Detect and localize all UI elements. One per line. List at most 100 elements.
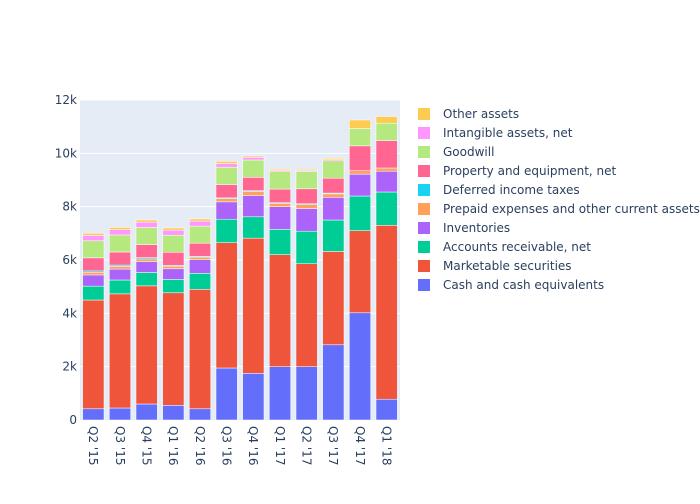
legend-label: Goodwill xyxy=(443,145,494,159)
bar-segment xyxy=(82,240,105,259)
bar-segment xyxy=(162,265,185,270)
bar-segment xyxy=(162,292,185,406)
bar-segment xyxy=(295,263,318,367)
bar-segment xyxy=(375,140,398,169)
bar-segment xyxy=(215,184,238,199)
bar-segment xyxy=(375,191,398,226)
bar-segment xyxy=(349,145,371,171)
bar-segment xyxy=(242,159,265,178)
bar-segment xyxy=(215,161,238,164)
bar-segment xyxy=(162,252,185,266)
legend-swatch xyxy=(418,108,430,120)
bar-segment xyxy=(215,367,238,421)
bar-segment xyxy=(295,366,318,421)
bar-segment xyxy=(322,251,345,346)
x-tick-label: Q2 '17 xyxy=(299,426,313,465)
x-tick-label: Q3 '15 xyxy=(113,426,127,465)
bar-segment xyxy=(215,242,238,369)
y-tick-label: 2k xyxy=(62,360,77,374)
bar-segment xyxy=(189,218,211,222)
bar-segment xyxy=(135,261,158,273)
bar-segment xyxy=(295,230,318,264)
legend-swatch xyxy=(418,127,430,139)
bar-segment xyxy=(269,171,291,190)
bar-segment xyxy=(269,188,291,203)
bar-segment xyxy=(349,173,371,197)
bar-segment xyxy=(82,272,105,276)
bar-segment xyxy=(322,160,345,179)
bar-segment xyxy=(242,237,265,374)
bar-segment xyxy=(269,254,291,367)
bar-segment xyxy=(135,272,158,287)
bar-segment xyxy=(269,366,291,421)
bar-segment xyxy=(189,259,211,274)
bar-segment xyxy=(109,251,131,266)
bar-segment xyxy=(242,373,265,421)
bar-segment xyxy=(269,229,291,255)
bar-segment xyxy=(242,177,265,191)
bar-segment xyxy=(349,170,371,175)
bar-segment xyxy=(109,407,131,421)
x-tick-label: Q4 '15 xyxy=(139,426,153,465)
legend-label: Accounts receivable, net xyxy=(443,240,591,254)
y-tick-label: 8k xyxy=(62,200,77,214)
bar-segment xyxy=(322,177,345,194)
bar-segment xyxy=(242,155,265,158)
bar-segment xyxy=(82,285,105,301)
bar-segment xyxy=(189,242,211,257)
bar-segment xyxy=(189,289,211,410)
bar-segment xyxy=(162,279,185,294)
legend-swatch xyxy=(418,260,430,272)
bar-segment xyxy=(375,170,398,193)
bar-segment xyxy=(109,279,131,295)
bar-segment xyxy=(82,257,105,272)
y-tick-label: 0 xyxy=(69,413,77,427)
legend-label: Inventories xyxy=(443,221,510,235)
bar-segment xyxy=(295,204,318,209)
legend-swatch xyxy=(418,184,430,196)
bar-segment xyxy=(375,398,398,421)
bar-segment xyxy=(109,227,131,230)
bar-segment xyxy=(82,235,105,242)
bar-segment xyxy=(375,122,398,141)
bar-segment xyxy=(109,293,131,409)
legend-swatch xyxy=(418,279,430,291)
bar-segment xyxy=(189,408,211,421)
bar-segment xyxy=(109,229,131,236)
bar-segment xyxy=(242,191,265,196)
bar-segment xyxy=(242,195,265,218)
legend-label: Deferred income taxes xyxy=(443,183,580,197)
bar-segment xyxy=(295,208,318,232)
bars xyxy=(82,116,398,421)
bar-segment xyxy=(349,128,371,147)
x-tick-label: Q4 '17 xyxy=(353,426,367,465)
bar-segment xyxy=(162,268,185,280)
bar-segment xyxy=(269,203,291,207)
x-tick-label: Q1 '18 xyxy=(379,426,393,465)
bar-segment xyxy=(135,285,158,405)
bar-segment xyxy=(82,408,105,421)
bar-segment xyxy=(322,197,345,221)
legend-label: Marketable securities xyxy=(443,259,572,273)
bar-segment xyxy=(295,171,318,190)
legend-swatch xyxy=(418,222,430,234)
bar-segment xyxy=(162,234,185,253)
legend-label: Property and equipment, net xyxy=(443,164,617,178)
x-tick-label: Q3 '16 xyxy=(219,426,233,465)
grid-lines xyxy=(80,99,400,368)
x-tick-label: Q2 '16 xyxy=(193,426,207,465)
x-tick-label: Q2 '15 xyxy=(86,426,100,465)
bar-segment xyxy=(135,227,158,245)
bar-segment xyxy=(135,219,158,223)
bar-segment xyxy=(189,220,211,227)
bar-segment xyxy=(215,218,238,243)
x-tick-label: Q3 '17 xyxy=(326,426,340,465)
x-tick-label: Q4 '16 xyxy=(246,426,260,465)
y-tick-label: 4k xyxy=(62,306,77,320)
bar-segment xyxy=(109,234,131,253)
bar-segment xyxy=(82,299,105,410)
legend-swatch xyxy=(418,165,430,177)
bar-segment xyxy=(162,229,185,236)
legend-label: Intangible assets, net xyxy=(443,126,573,140)
